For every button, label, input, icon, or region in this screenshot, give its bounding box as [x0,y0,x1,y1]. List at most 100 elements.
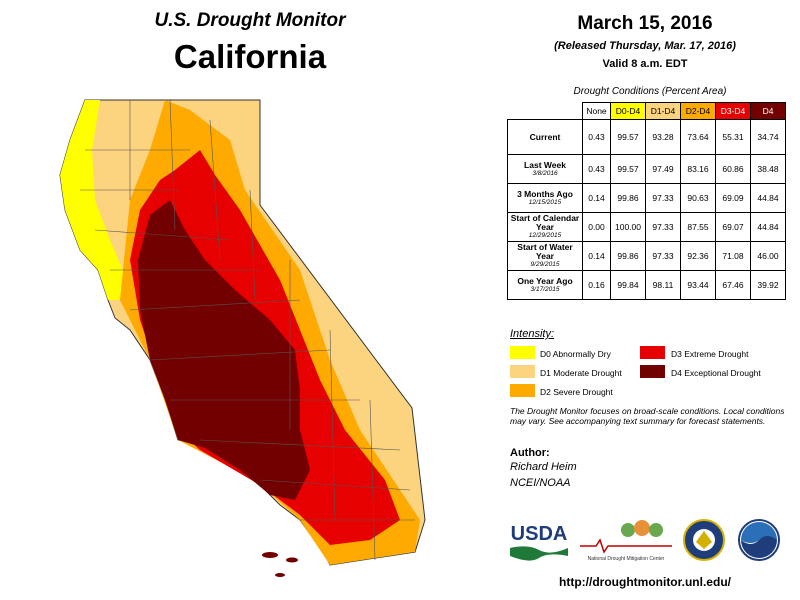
island [275,573,285,577]
monitor-title: U.S. Drought Monitor [154,10,346,31]
state-title: California [173,38,327,75]
col-header-d1-d4: D1-D4 [645,102,681,120]
cell: 97.49 [645,154,681,184]
cell: 83.16 [680,154,716,184]
usda-swoosh [510,546,568,561]
cell: 69.09 [715,183,751,213]
commerce-seal-icon [683,519,725,561]
cell: 98.11 [645,270,681,300]
row-label: Last Week 3/8/2016 [507,154,583,184]
d4-region [138,200,310,500]
disclaimer-note: The Drought Monitor focuses on broad-sca… [510,406,785,426]
cell: 0.14 [582,241,611,271]
cell: 90.63 [680,183,716,213]
usda-logo-text: USDA [511,523,568,545]
legend-swatch-d0 [510,346,535,359]
cell: 97.33 [645,183,681,213]
drought-line-icon [580,538,672,554]
author-org: NCEI/NOAA [510,477,571,489]
row-label: One Year Ago 3/17/2015 [507,270,583,300]
tree-icon [621,523,635,537]
cell: 97.33 [645,241,681,271]
row-date: 12/15/2015 [528,198,562,206]
cell: 60.86 [715,154,751,184]
cell: 0.43 [582,154,611,184]
table-row: Current 0.43 99.57 93.28 73.64 55.31 34.… [507,119,786,155]
legend-swatch-d4 [640,365,665,378]
table-row: Start of Calendar Year 12/29/2015 0.00 10… [507,212,786,242]
california-drought-map [59,99,426,577]
legend-label-d3: D3 Extreme Drought [671,349,749,359]
ndmc-logo-text: National Drought Mitigation Center [588,556,665,562]
cell: 44.84 [750,183,786,213]
table-row: Start of Water Year 9/29/2015 0.14 99.86 … [507,241,786,271]
legend-label-d2: D2 Severe Drought [540,387,613,397]
legend-swatch-d1 [510,365,535,378]
col-header-d2-d4: D2-D4 [680,102,716,120]
county-lines [80,99,415,561]
legend-label-d1: D1 Moderate Drought [540,368,622,378]
cell: 46.00 [750,241,786,271]
cell: 55.31 [715,119,751,155]
row-label-text: Start of Calendar Year [510,213,580,232]
row-label-text: 3 Months Ago [517,188,573,199]
cell: 69.07 [715,212,751,242]
island [262,552,278,558]
release-date: (Released Thursday, Mar. 17, 2016) [554,40,736,52]
table-row: Last Week 3/8/2016 0.43 99.57 97.49 83.16… [507,154,786,184]
island [286,557,298,563]
drought-conditions-table: None D0-D4 D1-D4 D2-D4 D3-D4 D4 Current … [507,102,786,300]
table-row: 3 Months Ago 12/15/2015 0.14 99.86 97.33 … [507,183,786,213]
tree-icon [649,523,663,537]
author-heading: Author: [510,447,550,459]
author-name: Richard Heim [510,461,577,473]
legend-title: Intensity: [510,328,555,340]
noaa-logo-icon [738,519,780,561]
drought-monitor-url[interactable]: http://droughtmonitor.unl.edu/ [559,575,731,589]
cell: 39.92 [750,270,786,300]
col-header-d3-d4: D3-D4 [715,102,751,120]
col-header-d0-d4: D0-D4 [610,102,646,120]
cell: 38.48 [750,154,786,184]
cell: 0.00 [582,212,611,242]
cell: 0.16 [582,270,611,300]
row-label-text: One Year Ago [517,275,573,286]
cell: 97.33 [645,212,681,242]
cell: 99.84 [610,270,646,300]
row-date: 12/29/2015 [528,232,562,239]
valid-time: Valid 8 a.m. EDT [602,58,688,70]
row-date: 3/8/2016 [532,169,558,177]
cell: 100.00 [610,212,646,242]
cell: 93.28 [645,119,681,155]
cell: 99.86 [610,241,646,271]
cell: 99.86 [610,183,646,213]
cell: 93.44 [680,270,716,300]
table-header-row: None D0-D4 D1-D4 D2-D4 D3-D4 D4 [508,102,786,120]
cell: 99.57 [610,119,646,155]
cell: 71.08 [715,241,751,271]
cell: 67.46 [715,270,751,300]
cell: 0.43 [582,119,611,155]
table-title: Drought Conditions (Percent Area) [573,86,727,97]
cell: 0.14 [582,183,611,213]
row-date: 3/17/2015 [530,285,560,293]
cell: 44.84 [750,212,786,242]
col-header-none: None [582,102,611,120]
cell: 73.64 [680,119,716,155]
tree-icon [634,520,650,536]
col-header-d4: D4 [750,102,786,120]
row-label-text: Last Week [524,159,566,170]
cell: 87.55 [680,212,716,242]
map-date: March 15, 2016 [577,13,713,34]
legend-label-d4: D4 Exceptional Drought [671,368,761,378]
legend-swatch-d3 [640,346,665,359]
legend-swatch-d2 [510,384,535,397]
cell: 92.36 [680,241,716,271]
table-row: One Year Ago 3/17/2015 0.16 99.84 98.11 9… [507,270,786,300]
usda-logo: USDA [510,523,568,561]
row-label: 3 Months Ago 12/15/2015 [507,183,583,213]
legend-label-d0: D0 Abnormally Dry [540,349,611,359]
ndmc-logo: National Drought Mitigation Center [580,520,672,562]
table-corner [508,103,583,120]
cell: 34.74 [750,119,786,155]
